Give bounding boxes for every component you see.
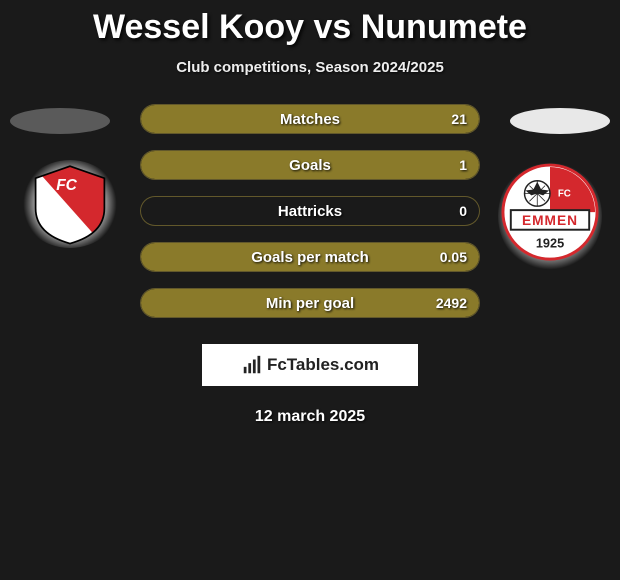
utrecht-fc-text: FC [56,177,77,194]
brand-text: FcTables.com [267,355,379,375]
team-crest-right: FC EMMEN 1925 [498,160,602,272]
stat-value-right: 2492 [436,295,467,311]
emmen-year-text: 1925 [536,235,564,250]
stat-row-goals: Goals 1 [140,150,480,180]
footer-date: 12 march 2025 [0,408,620,426]
stat-label: Hattricks [278,203,342,220]
emmen-crest-icon: FC EMMEN 1925 [501,163,599,269]
stat-label: Matches [280,111,340,128]
stat-value-right: 21 [451,111,467,127]
utrecht-crest-icon: FC [27,161,113,247]
player-marker-right [510,108,610,134]
stat-row-matches: Matches 21 [140,104,480,134]
stat-row-gpm: Goals per match 0.05 [140,242,480,272]
emmen-name-text: EMMEN [522,213,578,228]
stat-rows: Matches 21 Goals 1 Hattricks 0 Goals per… [140,104,480,318]
stat-value-right: 0 [459,203,467,219]
main-area: FC FC EMMEN 1925 Match [0,104,620,426]
stat-value-right: 0.05 [440,249,467,265]
stat-row-mpg: Min per goal 2492 [140,288,480,318]
page-title: Wessel Kooy vs Nunumete [0,8,620,47]
stat-row-hattricks: Hattricks 0 [140,196,480,226]
chart-icon [241,354,263,376]
container: Wessel Kooy vs Nunumete Club competition… [0,0,620,426]
stat-label: Goals per match [251,249,369,266]
brand-box[interactable]: FcTables.com [202,344,418,386]
stat-label: Goals [289,157,331,174]
emmen-fc-text: FC [558,188,571,199]
subtitle: Club competitions, Season 2024/2025 [0,59,620,76]
stat-label: Min per goal [266,295,354,312]
player-marker-left [10,108,110,134]
team-crest-left: FC [20,160,120,248]
stat-value-right: 1 [459,157,467,173]
